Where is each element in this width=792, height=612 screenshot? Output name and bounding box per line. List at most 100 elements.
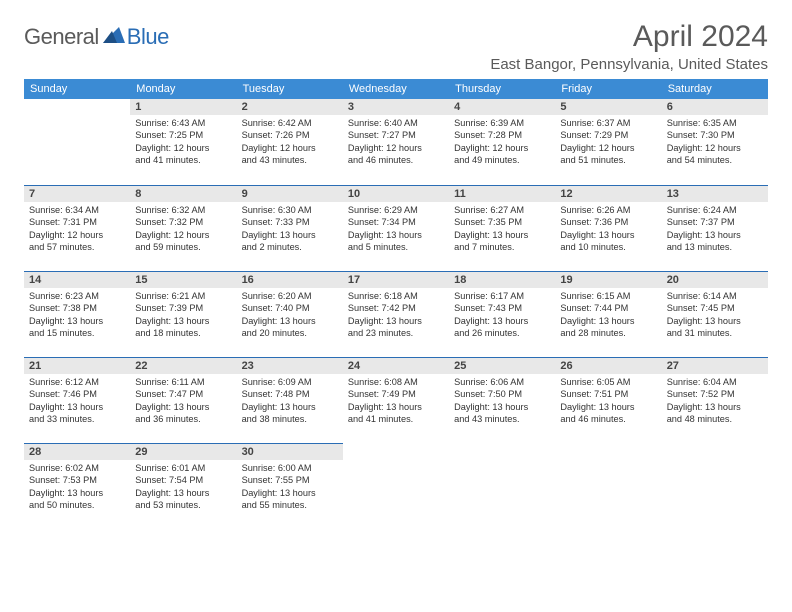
daylight-text: and 46 minutes. (560, 413, 656, 425)
sunset-text: Sunset: 7:30 PM (667, 129, 763, 141)
day-details: Sunrise: 6:00 AMSunset: 7:55 PMDaylight:… (237, 460, 343, 516)
weekday-header-row: Sunday Monday Tuesday Wednesday Thursday… (24, 79, 768, 99)
calendar-day-cell: 16Sunrise: 6:20 AMSunset: 7:40 PMDayligh… (237, 271, 343, 357)
sunrise-text: Sunrise: 6:34 AM (29, 204, 125, 216)
calendar-day-cell (662, 443, 768, 529)
weekday-header: Friday (555, 79, 661, 99)
daylight-text: and 33 minutes. (29, 413, 125, 425)
weekday-header: Monday (130, 79, 236, 99)
daylight-text: and 48 minutes. (667, 413, 763, 425)
day-details: Sunrise: 6:29 AMSunset: 7:34 PMDaylight:… (343, 202, 449, 258)
calendar-day-cell: 30Sunrise: 6:00 AMSunset: 7:55 PMDayligh… (237, 443, 343, 529)
sunrise-text: Sunrise: 6:04 AM (667, 376, 763, 388)
sunrise-text: Sunrise: 6:35 AM (667, 117, 763, 129)
calendar-day-cell: 28Sunrise: 6:02 AMSunset: 7:53 PMDayligh… (24, 443, 130, 529)
daylight-text: Daylight: 13 hours (242, 315, 338, 327)
sunrise-text: Sunrise: 6:11 AM (135, 376, 231, 388)
day-details: Sunrise: 6:18 AMSunset: 7:42 PMDaylight:… (343, 288, 449, 344)
calendar-day-cell: 23Sunrise: 6:09 AMSunset: 7:48 PMDayligh… (237, 357, 343, 443)
daylight-text: Daylight: 12 hours (135, 229, 231, 241)
sunset-text: Sunset: 7:55 PM (242, 474, 338, 486)
daylight-text: and 20 minutes. (242, 327, 338, 339)
daylight-text: and 38 minutes. (242, 413, 338, 425)
day-details: Sunrise: 6:27 AMSunset: 7:35 PMDaylight:… (449, 202, 555, 258)
sunset-text: Sunset: 7:25 PM (135, 129, 231, 141)
calendar-day-cell: 19Sunrise: 6:15 AMSunset: 7:44 PMDayligh… (555, 271, 661, 357)
sunrise-text: Sunrise: 6:27 AM (454, 204, 550, 216)
calendar-week-row: 7Sunrise: 6:34 AMSunset: 7:31 PMDaylight… (24, 185, 768, 271)
day-details: Sunrise: 6:20 AMSunset: 7:40 PMDaylight:… (237, 288, 343, 344)
day-details: Sunrise: 6:09 AMSunset: 7:48 PMDaylight:… (237, 374, 343, 430)
calendar-day-cell: 1Sunrise: 6:43 AMSunset: 7:25 PMDaylight… (130, 99, 236, 185)
day-details: Sunrise: 6:39 AMSunset: 7:28 PMDaylight:… (449, 115, 555, 171)
daylight-text: Daylight: 13 hours (560, 315, 656, 327)
day-number: 23 (237, 357, 343, 374)
daylight-text: and 53 minutes. (135, 499, 231, 511)
calendar-day-cell: 4Sunrise: 6:39 AMSunset: 7:28 PMDaylight… (449, 99, 555, 185)
day-details: Sunrise: 6:40 AMSunset: 7:27 PMDaylight:… (343, 115, 449, 171)
calendar-day-cell: 13Sunrise: 6:24 AMSunset: 7:37 PMDayligh… (662, 185, 768, 271)
sunrise-text: Sunrise: 6:01 AM (135, 462, 231, 474)
day-number: 30 (237, 443, 343, 460)
daylight-text: Daylight: 13 hours (348, 401, 444, 413)
day-number: 10 (343, 185, 449, 202)
daylight-text: and 41 minutes. (135, 154, 231, 166)
day-number: 12 (555, 185, 661, 202)
daylight-text: Daylight: 13 hours (348, 315, 444, 327)
daylight-text: and 59 minutes. (135, 241, 231, 253)
daylight-text: and 15 minutes. (29, 327, 125, 339)
sunrise-text: Sunrise: 6:09 AM (242, 376, 338, 388)
sunrise-text: Sunrise: 6:00 AM (242, 462, 338, 474)
day-number: 27 (662, 357, 768, 374)
daylight-text: Daylight: 13 hours (667, 401, 763, 413)
sunrise-text: Sunrise: 6:26 AM (560, 204, 656, 216)
weekday-header: Wednesday (343, 79, 449, 99)
calendar-day-cell: 3Sunrise: 6:40 AMSunset: 7:27 PMDaylight… (343, 99, 449, 185)
day-details: Sunrise: 6:23 AMSunset: 7:38 PMDaylight:… (24, 288, 130, 344)
sunrise-text: Sunrise: 6:42 AM (242, 117, 338, 129)
sunset-text: Sunset: 7:37 PM (667, 216, 763, 228)
day-details: Sunrise: 6:14 AMSunset: 7:45 PMDaylight:… (662, 288, 768, 344)
day-details: Sunrise: 6:02 AMSunset: 7:53 PMDaylight:… (24, 460, 130, 516)
day-number: 25 (449, 357, 555, 374)
sunrise-text: Sunrise: 6:12 AM (29, 376, 125, 388)
day-details: Sunrise: 6:35 AMSunset: 7:30 PMDaylight:… (662, 115, 768, 171)
day-details: Sunrise: 6:05 AMSunset: 7:51 PMDaylight:… (555, 374, 661, 430)
sunrise-text: Sunrise: 6:05 AM (560, 376, 656, 388)
logo-text-blue: Blue (127, 24, 169, 50)
day-number: 8 (130, 185, 236, 202)
calendar-week-row: 21Sunrise: 6:12 AMSunset: 7:46 PMDayligh… (24, 357, 768, 443)
daylight-text: Daylight: 13 hours (560, 229, 656, 241)
title-block: April 2024 East Bangor, Pennsylvania, Un… (490, 20, 768, 73)
daylight-text: Daylight: 12 hours (560, 142, 656, 154)
day-number: 14 (24, 271, 130, 288)
daylight-text: Daylight: 13 hours (454, 401, 550, 413)
daylight-text: and 26 minutes. (454, 327, 550, 339)
sunrise-text: Sunrise: 6:08 AM (348, 376, 444, 388)
sunrise-text: Sunrise: 6:23 AM (29, 290, 125, 302)
calendar-table: Sunday Monday Tuesday Wednesday Thursday… (24, 79, 768, 529)
weekday-header: Tuesday (237, 79, 343, 99)
sunrise-text: Sunrise: 6:20 AM (242, 290, 338, 302)
calendar-week-row: 1Sunrise: 6:43 AMSunset: 7:25 PMDaylight… (24, 99, 768, 185)
page-title: April 2024 (490, 20, 768, 54)
daylight-text: and 50 minutes. (29, 499, 125, 511)
day-number: 24 (343, 357, 449, 374)
calendar-day-cell (24, 99, 130, 185)
day-details: Sunrise: 6:32 AMSunset: 7:32 PMDaylight:… (130, 202, 236, 258)
sunset-text: Sunset: 7:54 PM (135, 474, 231, 486)
sunset-text: Sunset: 7:36 PM (560, 216, 656, 228)
daylight-text: Daylight: 12 hours (348, 142, 444, 154)
sunrise-text: Sunrise: 6:40 AM (348, 117, 444, 129)
day-number: 22 (130, 357, 236, 374)
weekday-header: Saturday (662, 79, 768, 99)
calendar-day-cell (449, 443, 555, 529)
sunset-text: Sunset: 7:31 PM (29, 216, 125, 228)
calendar-body: 1Sunrise: 6:43 AMSunset: 7:25 PMDaylight… (24, 99, 768, 529)
day-details: Sunrise: 6:43 AMSunset: 7:25 PMDaylight:… (130, 115, 236, 171)
daylight-text: and 46 minutes. (348, 154, 444, 166)
daylight-text: Daylight: 13 hours (667, 229, 763, 241)
calendar-day-cell: 9Sunrise: 6:30 AMSunset: 7:33 PMDaylight… (237, 185, 343, 271)
sunset-text: Sunset: 7:32 PM (135, 216, 231, 228)
logo: General Blue (24, 24, 169, 50)
